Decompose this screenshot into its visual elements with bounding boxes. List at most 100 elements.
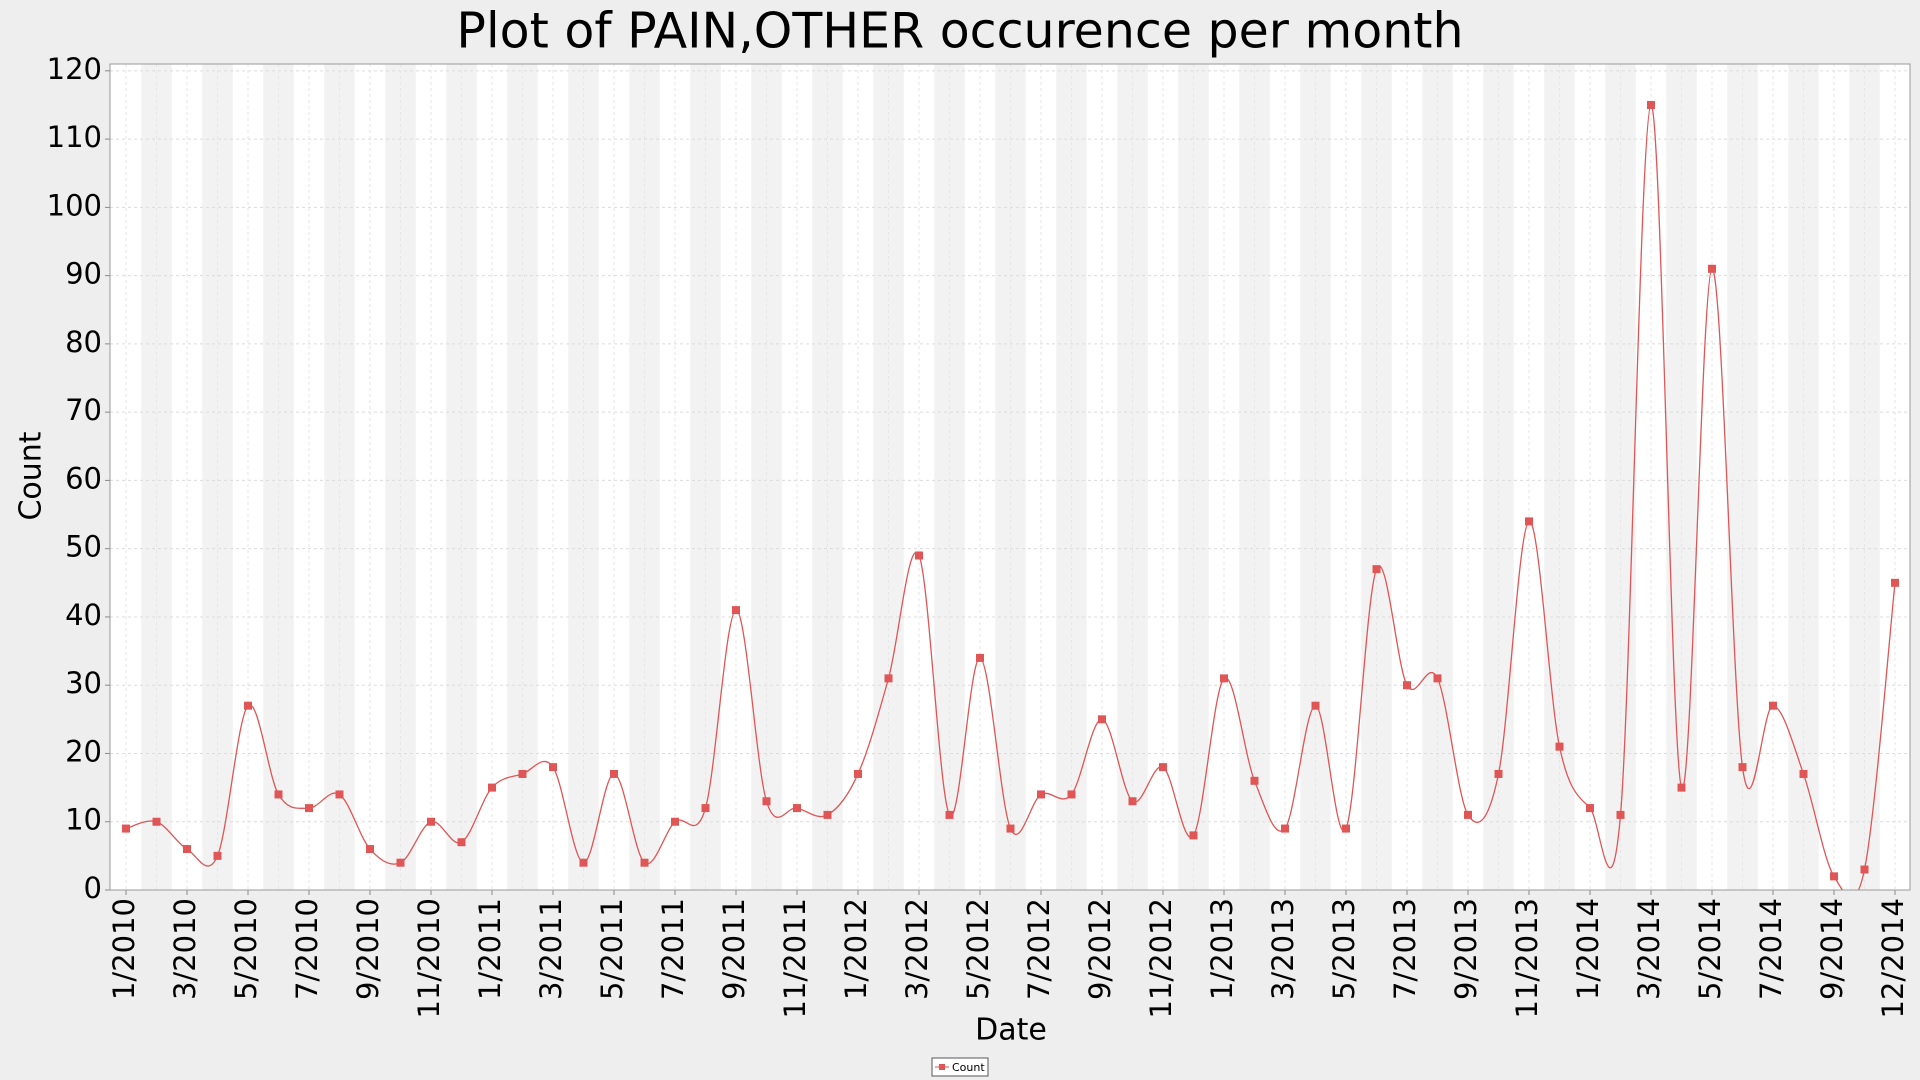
point: [1067, 790, 1076, 799]
point: [335, 790, 344, 799]
y-tick-label: 40: [65, 598, 102, 632]
x-tick-label: 5/2011: [595, 898, 629, 1000]
x-tick-label: 3/2011: [534, 898, 568, 1000]
y-tick-label: 90: [65, 257, 102, 291]
y-axis-label: Count: [14, 431, 49, 520]
point: [152, 817, 161, 826]
point: [976, 653, 984, 662]
band: [1056, 64, 1087, 890]
point: [1647, 100, 1655, 109]
point: [823, 810, 832, 819]
x-tick-label: 9/2014: [1815, 898, 1849, 1000]
band: [1605, 64, 1636, 890]
point: [854, 769, 862, 778]
band: [1788, 64, 1819, 890]
x-tick-label: 3/2010: [168, 898, 202, 1000]
x-tick-label: 7/2012: [1022, 898, 1056, 1000]
point: [1677, 783, 1686, 792]
band: [385, 64, 416, 890]
point: [671, 817, 679, 826]
point: [1525, 517, 1533, 526]
x-tick-label: 3/2012: [900, 898, 934, 1000]
point: [1738, 763, 1747, 772]
band: [1239, 64, 1270, 890]
band: [751, 64, 782, 890]
band: [1544, 64, 1575, 890]
band: [1483, 64, 1514, 890]
point: [1433, 674, 1442, 683]
legend-label: Count: [952, 1061, 985, 1074]
x-tick-label: 9/2010: [351, 898, 385, 1000]
band: [1422, 64, 1453, 890]
point: [579, 858, 588, 867]
point: [1799, 769, 1808, 778]
band: [629, 64, 660, 890]
y-tick-label: 30: [65, 666, 102, 700]
point: [1769, 701, 1777, 710]
point: [945, 810, 954, 819]
point: [1830, 872, 1838, 881]
point: [1860, 865, 1869, 874]
y-tick-label: 70: [65, 393, 102, 427]
point: [1586, 804, 1594, 813]
point: [732, 606, 740, 615]
point: [274, 790, 283, 799]
plot-frame: [109, 63, 1911, 891]
point: [518, 769, 527, 778]
x-tick-label: 9/2012: [1083, 898, 1117, 1000]
point: [640, 858, 649, 867]
band: [812, 64, 843, 890]
x-tick-label: 1/2014: [1571, 898, 1605, 1000]
y-tick-label: 20: [65, 734, 102, 768]
x-tick-label: 7/2010: [290, 898, 324, 1000]
point: [427, 817, 435, 826]
x-tick-label: 11/2013: [1510, 898, 1544, 1018]
band: [1117, 64, 1148, 890]
band: [934, 64, 965, 890]
x-tick-label: 5/2010: [229, 898, 263, 1000]
band: [202, 64, 233, 890]
point: [793, 804, 801, 813]
x-tick-label: 7/2014: [1754, 898, 1788, 1000]
x-tick-label: 1/2013: [1205, 898, 1239, 1000]
y-tick-label: 50: [65, 530, 102, 564]
y-tick-label: 0: [84, 871, 102, 905]
y-tick-label: 120: [47, 52, 102, 86]
point: [1006, 824, 1015, 833]
band: [1727, 64, 1758, 890]
point: [1372, 565, 1381, 574]
point: [701, 804, 710, 813]
x-tick-label: 7/2013: [1388, 898, 1422, 1000]
x-tick-label: 9/2013: [1449, 898, 1483, 1000]
band: [1849, 64, 1880, 890]
point: [610, 769, 618, 778]
point: [1403, 681, 1411, 690]
band: [873, 64, 904, 890]
band: [1178, 64, 1209, 890]
x-tick-label: 5/2014: [1693, 898, 1727, 1000]
x-tick-label: 1/2011: [473, 898, 507, 1000]
band: [568, 64, 599, 890]
x-tick-label: 11/2010: [412, 898, 446, 1018]
x-tick-label: 3/2013: [1266, 898, 1300, 1000]
series-line: [125, 104, 1896, 890]
x-tick-label: 12/2014: [1876, 898, 1910, 1018]
x-tick-label: 1/2012: [839, 898, 873, 1000]
point: [1037, 790, 1045, 799]
x-tick-label: 1/2010: [107, 898, 141, 1000]
point: [183, 845, 191, 854]
x-tick-label: 3/2014: [1632, 898, 1666, 1000]
point: [1250, 776, 1259, 785]
point: [1464, 810, 1472, 819]
band: [446, 64, 477, 890]
band: [1361, 64, 1392, 890]
point: [1189, 831, 1198, 840]
point: [1220, 674, 1228, 683]
x-tick-label: 7/2011: [656, 898, 690, 1000]
point: [915, 551, 923, 560]
chart-title: Plot of PAIN,OTHER occurence per month: [456, 3, 1463, 60]
point: [244, 701, 252, 710]
y-tick-label: 110: [47, 120, 102, 154]
band: [324, 64, 355, 890]
